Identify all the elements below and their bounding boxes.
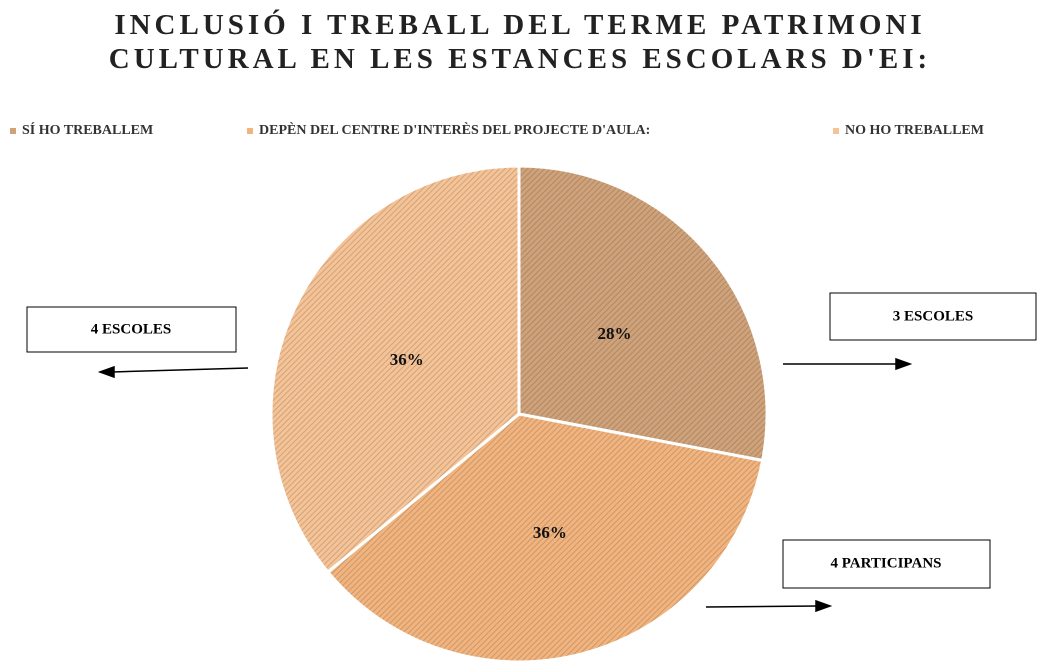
legend-swatch [247,128,253,134]
pie-slice [325,412,765,661]
annotation-box [829,292,1037,341]
legend-label: DEPÈN DEL CENTRE D'INTERÈS DEL PROJECTE … [259,121,650,138]
pie-slice [517,164,769,463]
annotation: 4 PARTICIPANS [830,555,941,571]
annotation: 3 ESCOLES [893,308,973,324]
annotation-box [782,539,991,589]
data-label: 36% [390,350,424,369]
legend-swatch [833,128,839,134]
arrows [97,357,913,613]
chart-title: INCLUSIÓ I TREBALL DEL TERME PATRIMONI C… [108,9,932,75]
annotation-box [26,306,237,353]
legend-label: NO HO TREBALLEM [845,123,984,138]
data-label: 36% [533,523,567,542]
legend-label: SÍ HO TREBALLEM [22,121,153,138]
pie-slice [269,164,521,575]
annotation: 4 ESCOLES [91,321,171,337]
data-label: 28% [598,324,632,343]
legend-swatch [10,128,16,134]
